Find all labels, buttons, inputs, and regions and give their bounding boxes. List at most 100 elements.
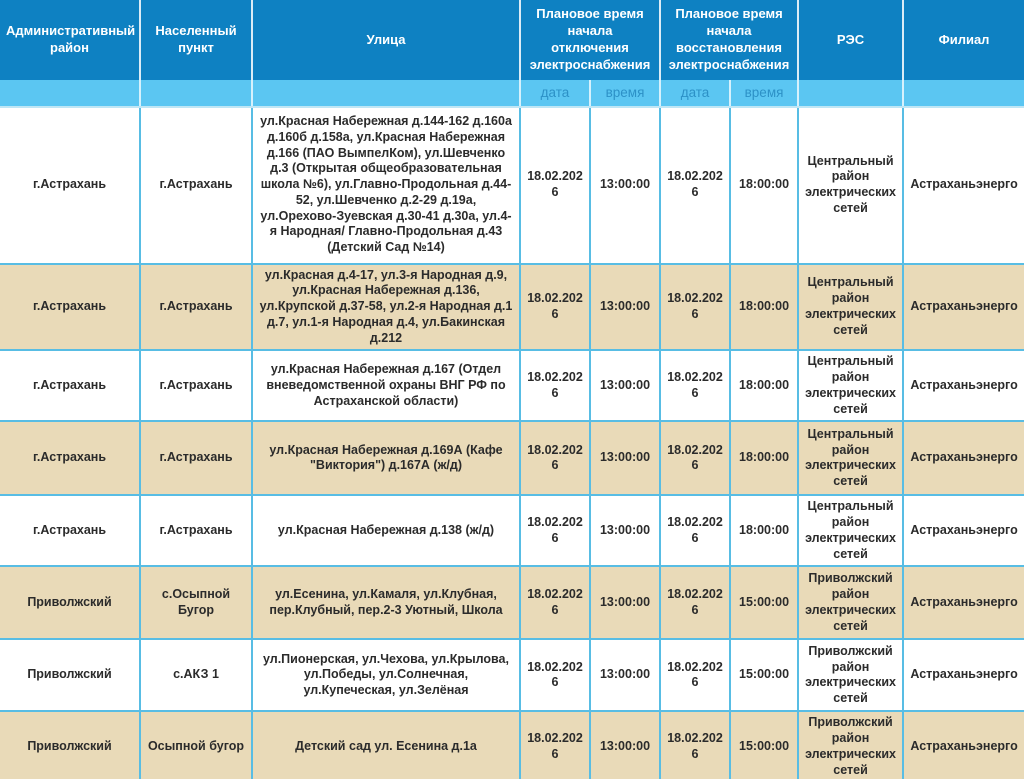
cell-settlement: с.АКЗ 1: [140, 639, 253, 713]
cell-branch: Астраханьэнерго: [903, 495, 1024, 568]
cell-street: ул.Есенина, ул.Камаля, ул.Клубная, пер.К…: [252, 566, 521, 641]
cell-branch: Астраханьэнерго: [903, 421, 1024, 497]
table-row: Приволжский с.Осыпной Бугор ул.Есенина, ул…: [0, 566, 1024, 641]
subheader-row: дата время дата время: [0, 80, 1024, 108]
cell-res: Приволжский район электрических сетей: [798, 711, 905, 779]
subheader-empty: [252, 80, 521, 108]
table-row: г.Астрахань г.Астрахань ул.Красная д.4-17,…: [0, 263, 1024, 352]
cell-on-date: 18.02.2026: [660, 711, 732, 779]
cell-on-date: 18.02.2026: [660, 495, 732, 568]
cell-on-date: 18.02.2026: [660, 421, 732, 497]
cell-off-time: 13:00:00: [590, 711, 662, 779]
cell-street: Детский сад ул. Есенина д.1а: [252, 711, 521, 779]
cell-on-date: 18.02.2026: [660, 263, 732, 352]
cell-off-time: 13:00:00: [590, 263, 662, 352]
table-row: г.Астрахань г.Астрахань ул.Красная Набереж…: [0, 350, 1024, 423]
cell-district: Приволжский: [0, 566, 141, 641]
subheader-off-time: время: [590, 80, 662, 108]
cell-res: Центральный район электрических сетей: [798, 263, 905, 352]
cell-settlement: Осыпной бугор: [140, 711, 253, 779]
cell-branch: Астраханьэнерго: [903, 350, 1024, 423]
cell-district: г.Астрахань: [0, 421, 141, 497]
cell-on-date: 18.02.2026: [660, 639, 732, 713]
cell-off-date: 18.02.2026: [520, 711, 591, 779]
cell-on-time: 15:00:00: [730, 566, 800, 641]
subheader-empty: [798, 80, 905, 108]
table-row: г.Астрахань г.Астрахань ул.Красная Набереж…: [0, 106, 1024, 265]
cell-on-time: 18:00:00: [730, 106, 800, 265]
col-header-settlement: Населенный пункт: [140, 0, 253, 80]
col-header-district: Административный район: [0, 0, 141, 80]
cell-off-date: 18.02.2026: [520, 566, 591, 641]
cell-off-date: 18.02.2026: [520, 639, 591, 713]
cell-on-time: 15:00:00: [730, 639, 800, 713]
cell-settlement: г.Астрахань: [140, 495, 253, 568]
cell-off-date: 18.02.2026: [520, 495, 591, 568]
cell-on-time: 18:00:00: [730, 495, 800, 568]
cell-res: Центральный район электрических сетей: [798, 350, 905, 423]
cell-on-time: 18:00:00: [730, 350, 800, 423]
cell-district: Приволжский: [0, 639, 141, 713]
cell-res: Приволжский район электрических сетей: [798, 566, 905, 641]
cell-res: Центральный район электрических сетей: [798, 106, 905, 265]
cell-off-date: 18.02.2026: [520, 350, 591, 423]
subheader-on-time: время: [730, 80, 800, 108]
header-row: Административный район Населенный пункт …: [0, 0, 1024, 80]
cell-street: ул.Красная Набережная д.144-162 д.160а д…: [252, 106, 521, 265]
cell-branch: Астраханьэнерго: [903, 106, 1024, 265]
cell-branch: Астраханьэнерго: [903, 639, 1024, 713]
cell-off-time: 13:00:00: [590, 106, 662, 265]
cell-off-time: 13:00:00: [590, 350, 662, 423]
cell-on-time: 15:00:00: [730, 711, 800, 779]
cell-district: г.Астрахань: [0, 350, 141, 423]
cell-res: Приволжский район электрических сетей: [798, 639, 905, 713]
cell-settlement: г.Астрахань: [140, 106, 253, 265]
cell-off-date: 18.02.2026: [520, 263, 591, 352]
table-body: г.Астрахань г.Астрахань ул.Красная Набереж…: [0, 106, 1024, 779]
cell-district: г.Астрахань: [0, 106, 141, 265]
cell-off-time: 13:00:00: [590, 566, 662, 641]
cell-on-date: 18.02.2026: [660, 106, 732, 265]
col-header-res: РЭС: [798, 0, 905, 80]
cell-off-time: 13:00:00: [590, 421, 662, 497]
subheader-empty: [0, 80, 141, 108]
subheader-on-date: дата: [660, 80, 732, 108]
cell-on-date: 18.02.2026: [660, 566, 732, 641]
cell-on-date: 18.02.2026: [660, 350, 732, 423]
cell-settlement: г.Астрахань: [140, 263, 253, 352]
cell-branch: Астраханьэнерго: [903, 566, 1024, 641]
cell-off-time: 13:00:00: [590, 495, 662, 568]
cell-street: ул.Красная Набережная д.169А (Кафе "Викт…: [252, 421, 521, 497]
cell-street: ул.Красная Набережная д.138 (ж/д): [252, 495, 521, 568]
table-row: Приволжский с.АКЗ 1 ул.Пионерская, ул.Чехо…: [0, 639, 1024, 713]
cell-settlement: г.Астрахань: [140, 350, 253, 423]
cell-res: Центральный район электрических сетей: [798, 421, 905, 497]
cell-branch: Астраханьэнерго: [903, 263, 1024, 352]
table-row: г.Астрахань г.Астрахань ул.Красная Набереж…: [0, 421, 1024, 497]
cell-off-date: 18.02.2026: [520, 106, 591, 265]
table-row: Приволжский Осыпной бугор Детский сад ул. …: [0, 711, 1024, 779]
col-header-outage-start: Плановое время начала отключения электро…: [520, 0, 662, 80]
subheader-empty: [903, 80, 1024, 108]
table-header: Административный район Населенный пункт …: [0, 0, 1024, 108]
col-header-branch: Филиал: [903, 0, 1024, 80]
cell-district: г.Астрахань: [0, 263, 141, 352]
cell-district: г.Астрахань: [0, 495, 141, 568]
cell-off-time: 13:00:00: [590, 639, 662, 713]
subheader-off-date: дата: [520, 80, 591, 108]
cell-res: Центральный район электрических сетей: [798, 495, 905, 568]
cell-branch: Астраханьэнерго: [903, 711, 1024, 779]
cell-on-time: 18:00:00: [730, 263, 800, 352]
cell-street: ул.Красная Набережная д.167 (Отдел вневе…: [252, 350, 521, 423]
col-header-street: Улица: [252, 0, 521, 80]
cell-on-time: 18:00:00: [730, 421, 800, 497]
cell-street: ул.Пионерская, ул.Чехова, ул.Крылова, ул…: [252, 639, 521, 713]
cell-settlement: с.Осыпной Бугор: [140, 566, 253, 641]
cell-settlement: г.Астрахань: [140, 421, 253, 497]
table-row: г.Астрахань г.Астрахань ул.Красная Набереж…: [0, 495, 1024, 568]
cell-off-date: 18.02.2026: [520, 421, 591, 497]
cell-street: ул.Красная д.4-17, ул.3-я Народная д.9, …: [252, 263, 521, 352]
cell-district: Приволжский: [0, 711, 141, 779]
subheader-empty: [140, 80, 253, 108]
